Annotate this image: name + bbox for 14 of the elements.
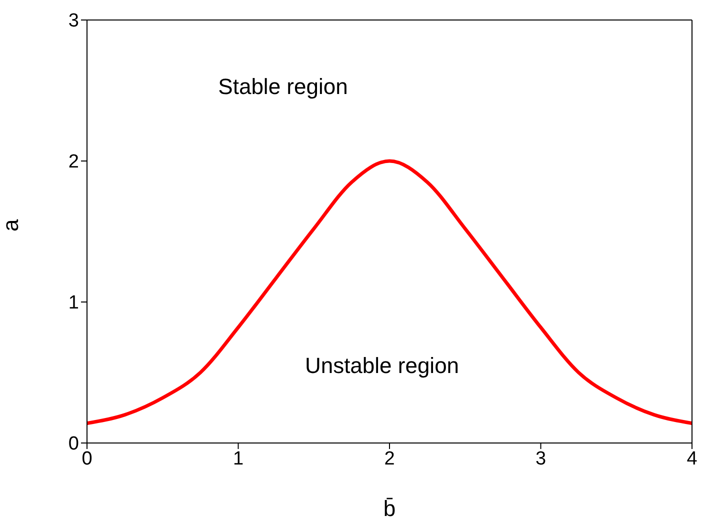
y-tick-label: 1	[68, 292, 79, 314]
x-tick-label: 3	[535, 448, 546, 470]
x-tick-label: 2	[384, 448, 395, 470]
annotation: Stable region	[218, 74, 348, 100]
x-tick-label: 4	[686, 448, 698, 470]
y-axis-title: a	[0, 218, 23, 232]
line-series	[87, 159, 692, 426]
x-axis-title: b̄	[383, 496, 396, 521]
annotation: Unstable region	[304, 353, 460, 379]
y-tick-label: 3	[68, 10, 79, 32]
y-tick-label: 0	[68, 434, 79, 455]
y-tick-label: 2	[68, 152, 79, 173]
x-tick-label: 1	[232, 448, 244, 470]
x-tick-label: 0	[82, 448, 92, 470]
